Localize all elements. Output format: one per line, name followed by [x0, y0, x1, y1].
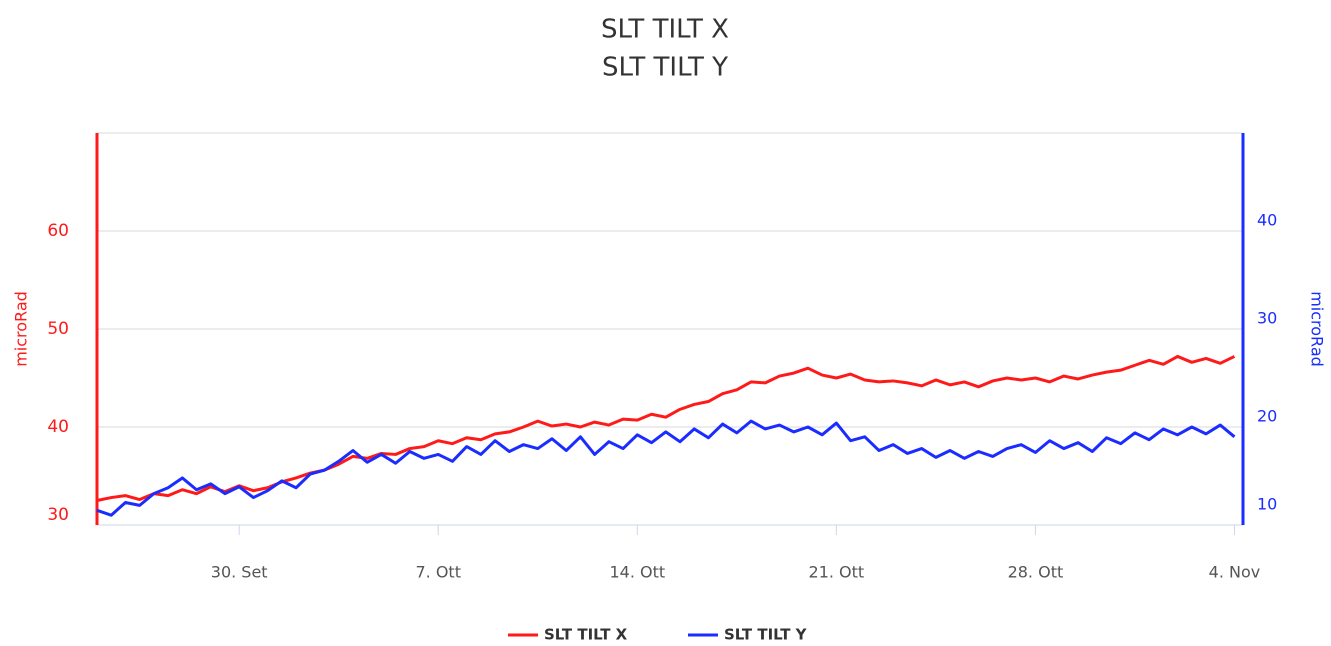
y-tick-label: 50	[47, 319, 69, 339]
y2-tick-label: 30	[1257, 309, 1277, 328]
y2-tick-label: 40	[1257, 211, 1277, 230]
legend-label: SLT TILT Y	[724, 626, 808, 644]
y-tick-label: 40	[47, 417, 69, 437]
y-tick-label: 60	[47, 221, 69, 241]
chart-title: SLT TILT X	[601, 15, 729, 45]
x-tick-label: 14. Ott	[609, 563, 665, 582]
y2-tick-label: 20	[1257, 407, 1277, 426]
series-line	[96, 419, 1236, 517]
y-tick-label: 30	[47, 505, 69, 525]
x-tick-label: 7. Ott	[415, 563, 461, 582]
y-axis-title: microRad	[12, 291, 31, 367]
y2-tick-label: 10	[1257, 495, 1277, 514]
x-tick-label: 28. Ott	[1008, 563, 1064, 582]
legend-label: SLT TILT X	[544, 626, 628, 644]
y2-axis-title: microRad	[1308, 291, 1327, 367]
x-tick-label: 30. Set	[211, 563, 268, 582]
series-line	[96, 354, 1236, 502]
chart-subtitle: SLT TILT Y	[602, 53, 728, 83]
x-tick-label: 4. Nov	[1209, 563, 1261, 582]
x-tick-label: 21. Ott	[809, 563, 865, 582]
